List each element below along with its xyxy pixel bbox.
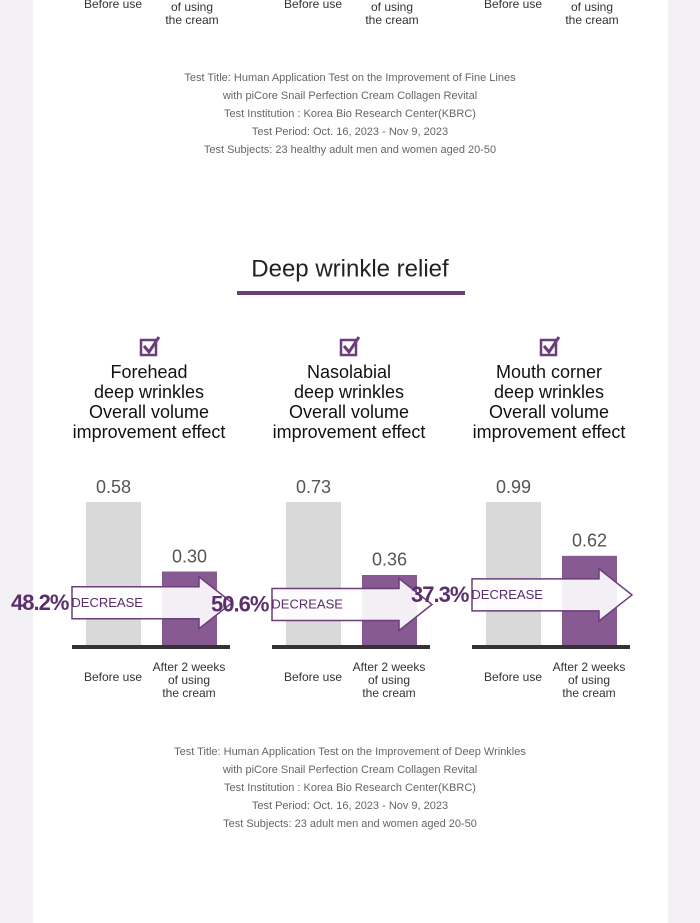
panel-title: Overall volume [489,402,609,422]
check-mark [342,336,361,355]
percent: 50.6% [211,591,269,616]
after-label: After 2 weeks [153,660,226,674]
heading-underline [237,291,465,295]
check-box [539,338,558,357]
change: DECREASE [271,597,343,612]
content-column [33,0,668,923]
before-label: Before use [484,670,542,684]
panel-title: Forehead [110,362,187,382]
value-label: 0.73 [296,477,331,497]
after-label: of using [371,0,413,14]
bar [86,502,141,646]
panel-title: deep wrinkles [94,382,204,402]
after-label: the cream [362,686,415,700]
decrease-text: 37.3% DECREASE [411,582,543,607]
panel-title: Overall volume [289,402,409,422]
panel-title: deep wrinkles [294,382,404,402]
baseline [272,645,430,649]
percent: 37.3% [411,582,469,607]
decrease-arrow [471,567,634,623]
panel-title: Mouth corner [496,362,602,382]
panel-title: deep wrinkles [494,382,604,402]
value-label: 0.62 [572,531,607,551]
value-label: 0.30 [172,546,207,566]
after-label: the cream [565,13,618,27]
check-box [139,338,158,357]
test-note: Test Institution : Korea Bio Research Ce… [224,108,476,120]
test-note: Test Institution : Korea Bio Research Ce… [224,782,476,794]
value-label: 0.36 [372,550,407,570]
test-note: with piCore Snail Perfection Cream Colla… [222,90,477,102]
decrease-text: 48.2% DECREASE [11,590,143,615]
check-box [339,338,358,357]
after-label: the cream [365,13,418,27]
test-note: Test Period: Oct. 16, 2023 - Nov 9, 2023 [252,126,448,138]
after-label: the cream [162,686,215,700]
change: DECREASE [471,587,543,602]
panel-title: Overall volume [89,402,209,422]
percent: 48.2% [11,590,69,615]
before-label: Before use [84,670,142,684]
before-label: Before use [484,0,542,11]
panel-title: Nasolabial [307,362,391,382]
after-label: of using [571,0,613,14]
value-label: 0.99 [496,477,531,497]
bar [486,502,541,646]
baseline [72,645,230,649]
test-note: Test Title: Human Application Test on th… [174,746,526,758]
after-label: the cream [165,13,218,27]
heading: Deep wrinkle relief [251,255,449,282]
test-note: Test Period: Oct. 16, 2023 - Nov 9, 2023 [252,800,448,812]
after-label: After 2 weeks [553,660,626,674]
after-label: the cream [562,686,615,700]
panel-title: improvement effect [273,422,426,442]
before-label: Before use [84,0,142,11]
test-note: Test Subjects: 23 adult men and women ag… [223,818,477,830]
after-label: of using [171,0,213,14]
bar [286,502,341,646]
after-label: of using [568,673,610,687]
after-label: After 2 weeks [556,0,629,1]
before-label: Before use [284,670,342,684]
test-note: with piCore Snail Perfection Cream Colla… [222,764,477,776]
test-note: Test Title: Human Application Test on th… [184,72,516,84]
change: DECREASE [71,595,143,610]
baseline [472,645,630,649]
check-mark [142,336,161,355]
after-label: of using [168,673,210,687]
check-mark [542,336,561,355]
after-label: After 2 weeks [156,0,229,1]
decrease-arrow [271,576,434,633]
test-note: Test Subjects: 23 healthy adult men and … [204,144,496,156]
value-label: 0.58 [96,477,131,497]
decrease-text: 50.6% DECREASE [211,591,343,616]
before-label: Before use [284,0,342,11]
after-label: After 2 weeks [356,0,429,1]
decrease-arrow [71,575,234,631]
panel-title: improvement effect [73,422,226,442]
panel-title: improvement effect [473,422,626,442]
after-label: of using [368,673,410,687]
after-label: After 2 weeks [353,660,426,674]
